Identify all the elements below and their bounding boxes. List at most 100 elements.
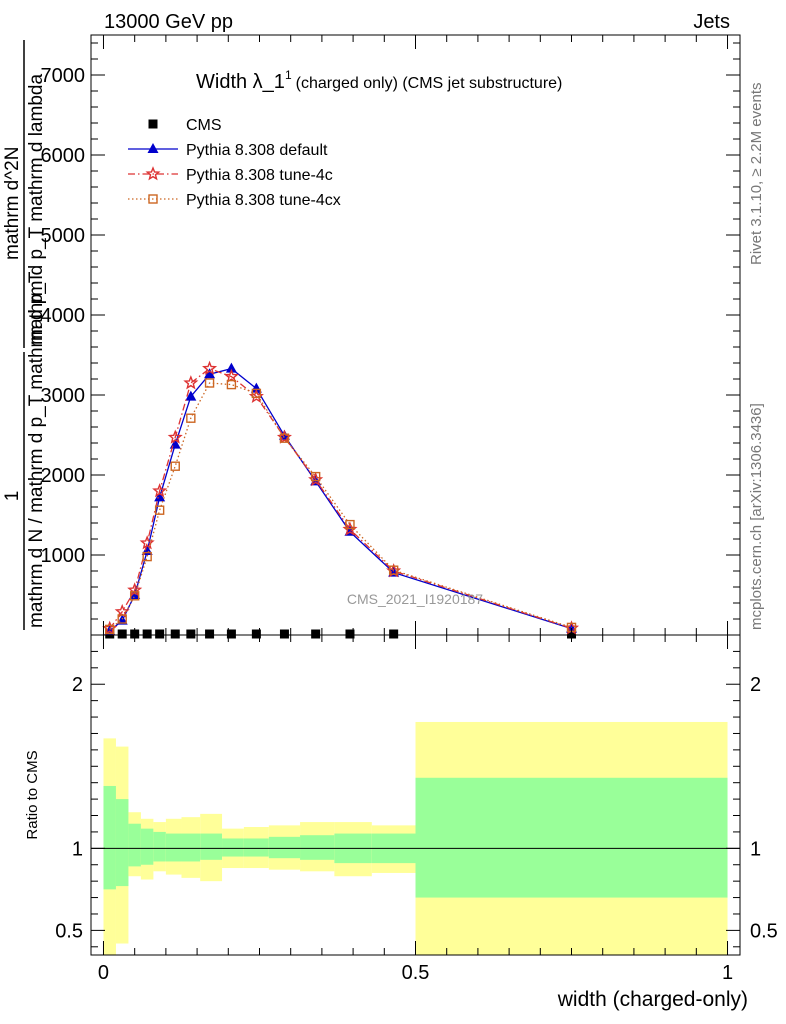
ratio-inner-band [268,836,301,859]
y-label-rhs-numerator: mathrm d^2N [2,147,23,260]
x-axis-label: width (charged-only) [557,988,748,1011]
point-cms [117,629,127,639]
analysis-watermark: CMS_2021_I1920187 [347,591,483,607]
main-title-text: Width λ_1 [196,71,285,93]
ratio-inner-band [153,831,166,862]
x-tick-label: 0 [98,962,109,984]
x-tick-label: 0.5 [402,962,430,984]
ratio-inner-band [415,777,728,898]
main-plot-marks [102,360,580,639]
ratio-inner-band [115,799,129,887]
series-line-pythia-8-308-tune-4c [109,367,572,629]
ratio-bands [91,721,740,955]
ratio-y-tick-label-right: 1 [750,838,761,860]
point-pythia-8-308-tune-4cx [345,519,355,530]
main-title-subtitle: (charged only) (CMS jet substructure) [296,75,563,92]
point-pythia-8-308-default [185,390,197,401]
point-pythia-8-308-tune-4c [223,368,239,383]
main-y-axis-label: 1 mathrm d N / mathrm d p_T mathrm d p_T… [2,40,47,630]
point-pythia-8-308-tune-4cx [142,551,152,562]
point-cms [186,629,196,639]
main-y-tick-label: 5000 [41,225,86,247]
point-pythia-8-308-tune-4cx [186,413,196,423]
main-title: Width λ_11 (charged only) (CMS jet substr… [196,68,562,93]
legend-marker-cms [148,119,158,129]
point-pythia-8-308-tune-4c [152,483,168,498]
x-tick-label: 1 [722,962,733,984]
point-cms [170,629,180,639]
ratio-y-tick-label: 1 [72,838,83,860]
point-pythia-8-308-tune-4cx [170,461,180,471]
y-label-rhs-denominator: mathrm d p_T mathrm d lambda [26,74,47,345]
main-axis-ticks: 1000 2000 3000 4000 5000 6000 7000 [41,35,740,635]
legend-label-pythia-8-308-default: Pythia 8.308 default [186,142,328,159]
legend-marker-pythia-8-308-tune-4cx [148,194,158,204]
point-pythia-8-308-tune-4c [183,375,199,390]
ratio-inner-band [128,823,141,867]
point-cms [389,629,399,639]
ratio-inner-band [140,828,154,865]
point-pythia-8-308-tune-4c [167,429,183,444]
ratio-y-tick-label: 0.5 [55,920,83,942]
point-pythia-8-308-tune-4cx [105,624,115,635]
point-cms [311,629,321,639]
point-pythia-8-308-tune-4c [127,582,143,597]
ratio-inner-band [165,833,182,862]
ratio-y-tick-label-right: 2 [750,674,761,696]
ratio-panel: 0.5 0.5 1 1 2 2 0 0.5 1 Ratio to CMS width (char… [24,634,778,1011]
ratio-y-tick-label-right: 0.5 [750,920,778,942]
point-cms [226,629,236,639]
y-label-norm-denominator: mathrm d N / mathrm d p_T mathrm d p_T [26,271,47,628]
main-title-superscript: 1 [285,68,292,82]
main-y-tick-label: 2000 [41,465,86,487]
ratio-y-axis-label: Ratio to CMS [24,750,41,839]
point-pythia-8-308-default [154,491,166,502]
ratio-inner-band [243,838,269,857]
main-y-tick-label: 4000 [41,305,86,327]
series-line-pythia-8-308-tune-4cx [109,382,572,630]
point-cms [205,629,215,639]
point-pythia-8-308-tune-4cx [204,378,215,388]
point-pythia-8-308-default [204,368,216,379]
legend-label-cms: CMS [186,117,222,134]
point-pythia-8-308-tune-4cx [310,471,321,482]
point-pythia-8-308-tune-4cx [279,433,290,443]
ratio-inner-band [103,785,116,890]
point-pythia-8-308-tune-4cx [154,505,165,515]
point-cms [345,629,355,639]
ratio-inner-band [181,833,201,862]
point-cms [279,629,289,639]
header-category: Jets [693,11,730,33]
legend: CMS Pythia 8.308 default Pythia 8.308 tune… [128,117,341,209]
point-pythia-8-308-default [250,382,262,393]
main-y-tick-label: 6000 [41,145,86,167]
main-y-tick-label: 3000 [41,385,86,407]
point-pythia-8-308-tune-4cx [388,565,399,575]
legend-marker-pythia-8-308-tune-4c [145,166,161,181]
point-cms [155,629,165,639]
series-line-pythia-8-308-default [109,367,572,632]
ratio-y-tick-label: 2 [72,674,83,696]
main-y-tick-label: 1000 [41,545,86,567]
y-label-one: 1 [2,491,23,502]
rivet-version-label: Rivet 3.1.10, ≥ 2.2M events [748,83,765,266]
legend-label-pythia-8-308-tune-4c: Pythia 8.308 tune-4c [186,167,333,184]
ratio-axis-ticks: 0.5 0.5 1 1 2 2 0 0.5 1 [55,635,778,984]
point-pythia-8-308-tune-4c [139,535,155,550]
point-pythia-8-308-tune-4cx [226,379,237,390]
point-pythia-8-308-tune-4cx [251,388,262,399]
point-cms [251,629,261,639]
ratio-inner-band [300,835,335,860]
mcplots-credit-label: mcplots.cern.ch [arXiv:1306.3436] [748,403,765,630]
point-pythia-8-308-tune-4cx [129,591,140,601]
point-pythia-8-308-tune-4cx [117,614,127,624]
point-pythia-8-308-tune-4c [202,360,218,375]
ratio-inner-band [222,838,244,857]
legend-label-pythia-8-308-tune-4cx: Pythia 8.308 tune-4cx [186,192,341,209]
main-y-tick-label: 7000 [41,65,86,87]
ratio-inner-band [200,833,223,860]
header-process: 13000 GeV pp [104,11,233,33]
point-cms [142,629,152,639]
